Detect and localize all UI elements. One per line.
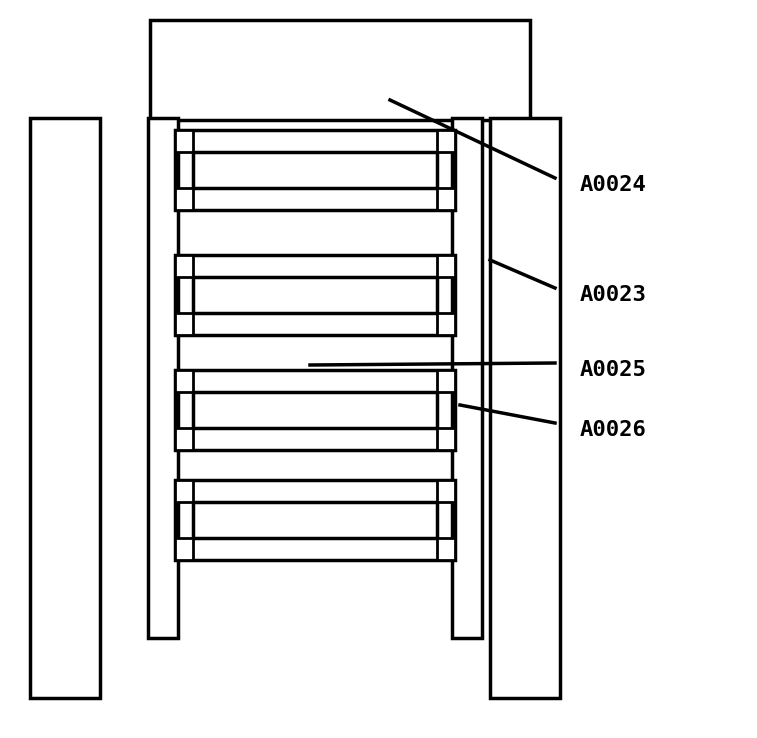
- Bar: [175, 188, 193, 210]
- Bar: [175, 480, 193, 502]
- Text: A0023: A0023: [580, 285, 647, 305]
- Bar: [175, 255, 455, 335]
- Text: A0024: A0024: [580, 175, 647, 195]
- Bar: [30, 118, 100, 698]
- Bar: [437, 370, 455, 392]
- Bar: [175, 130, 455, 210]
- Bar: [490, 118, 560, 698]
- Bar: [175, 538, 193, 560]
- Bar: [437, 313, 455, 335]
- Bar: [437, 188, 455, 210]
- Text: A0025: A0025: [580, 360, 647, 380]
- Bar: [175, 255, 193, 277]
- Bar: [175, 370, 193, 392]
- Bar: [437, 428, 455, 450]
- Bar: [437, 130, 455, 152]
- Bar: [193, 277, 437, 313]
- Bar: [437, 255, 455, 277]
- Bar: [175, 428, 193, 450]
- Bar: [193, 502, 437, 538]
- Bar: [175, 370, 455, 450]
- Bar: [452, 118, 482, 638]
- Bar: [193, 392, 437, 428]
- Bar: [193, 152, 437, 188]
- Bar: [148, 118, 178, 638]
- Bar: [175, 480, 455, 560]
- Bar: [175, 313, 193, 335]
- Bar: [150, 20, 530, 120]
- Bar: [437, 538, 455, 560]
- Text: A0026: A0026: [580, 420, 647, 440]
- Bar: [175, 130, 193, 152]
- Bar: [437, 480, 455, 502]
